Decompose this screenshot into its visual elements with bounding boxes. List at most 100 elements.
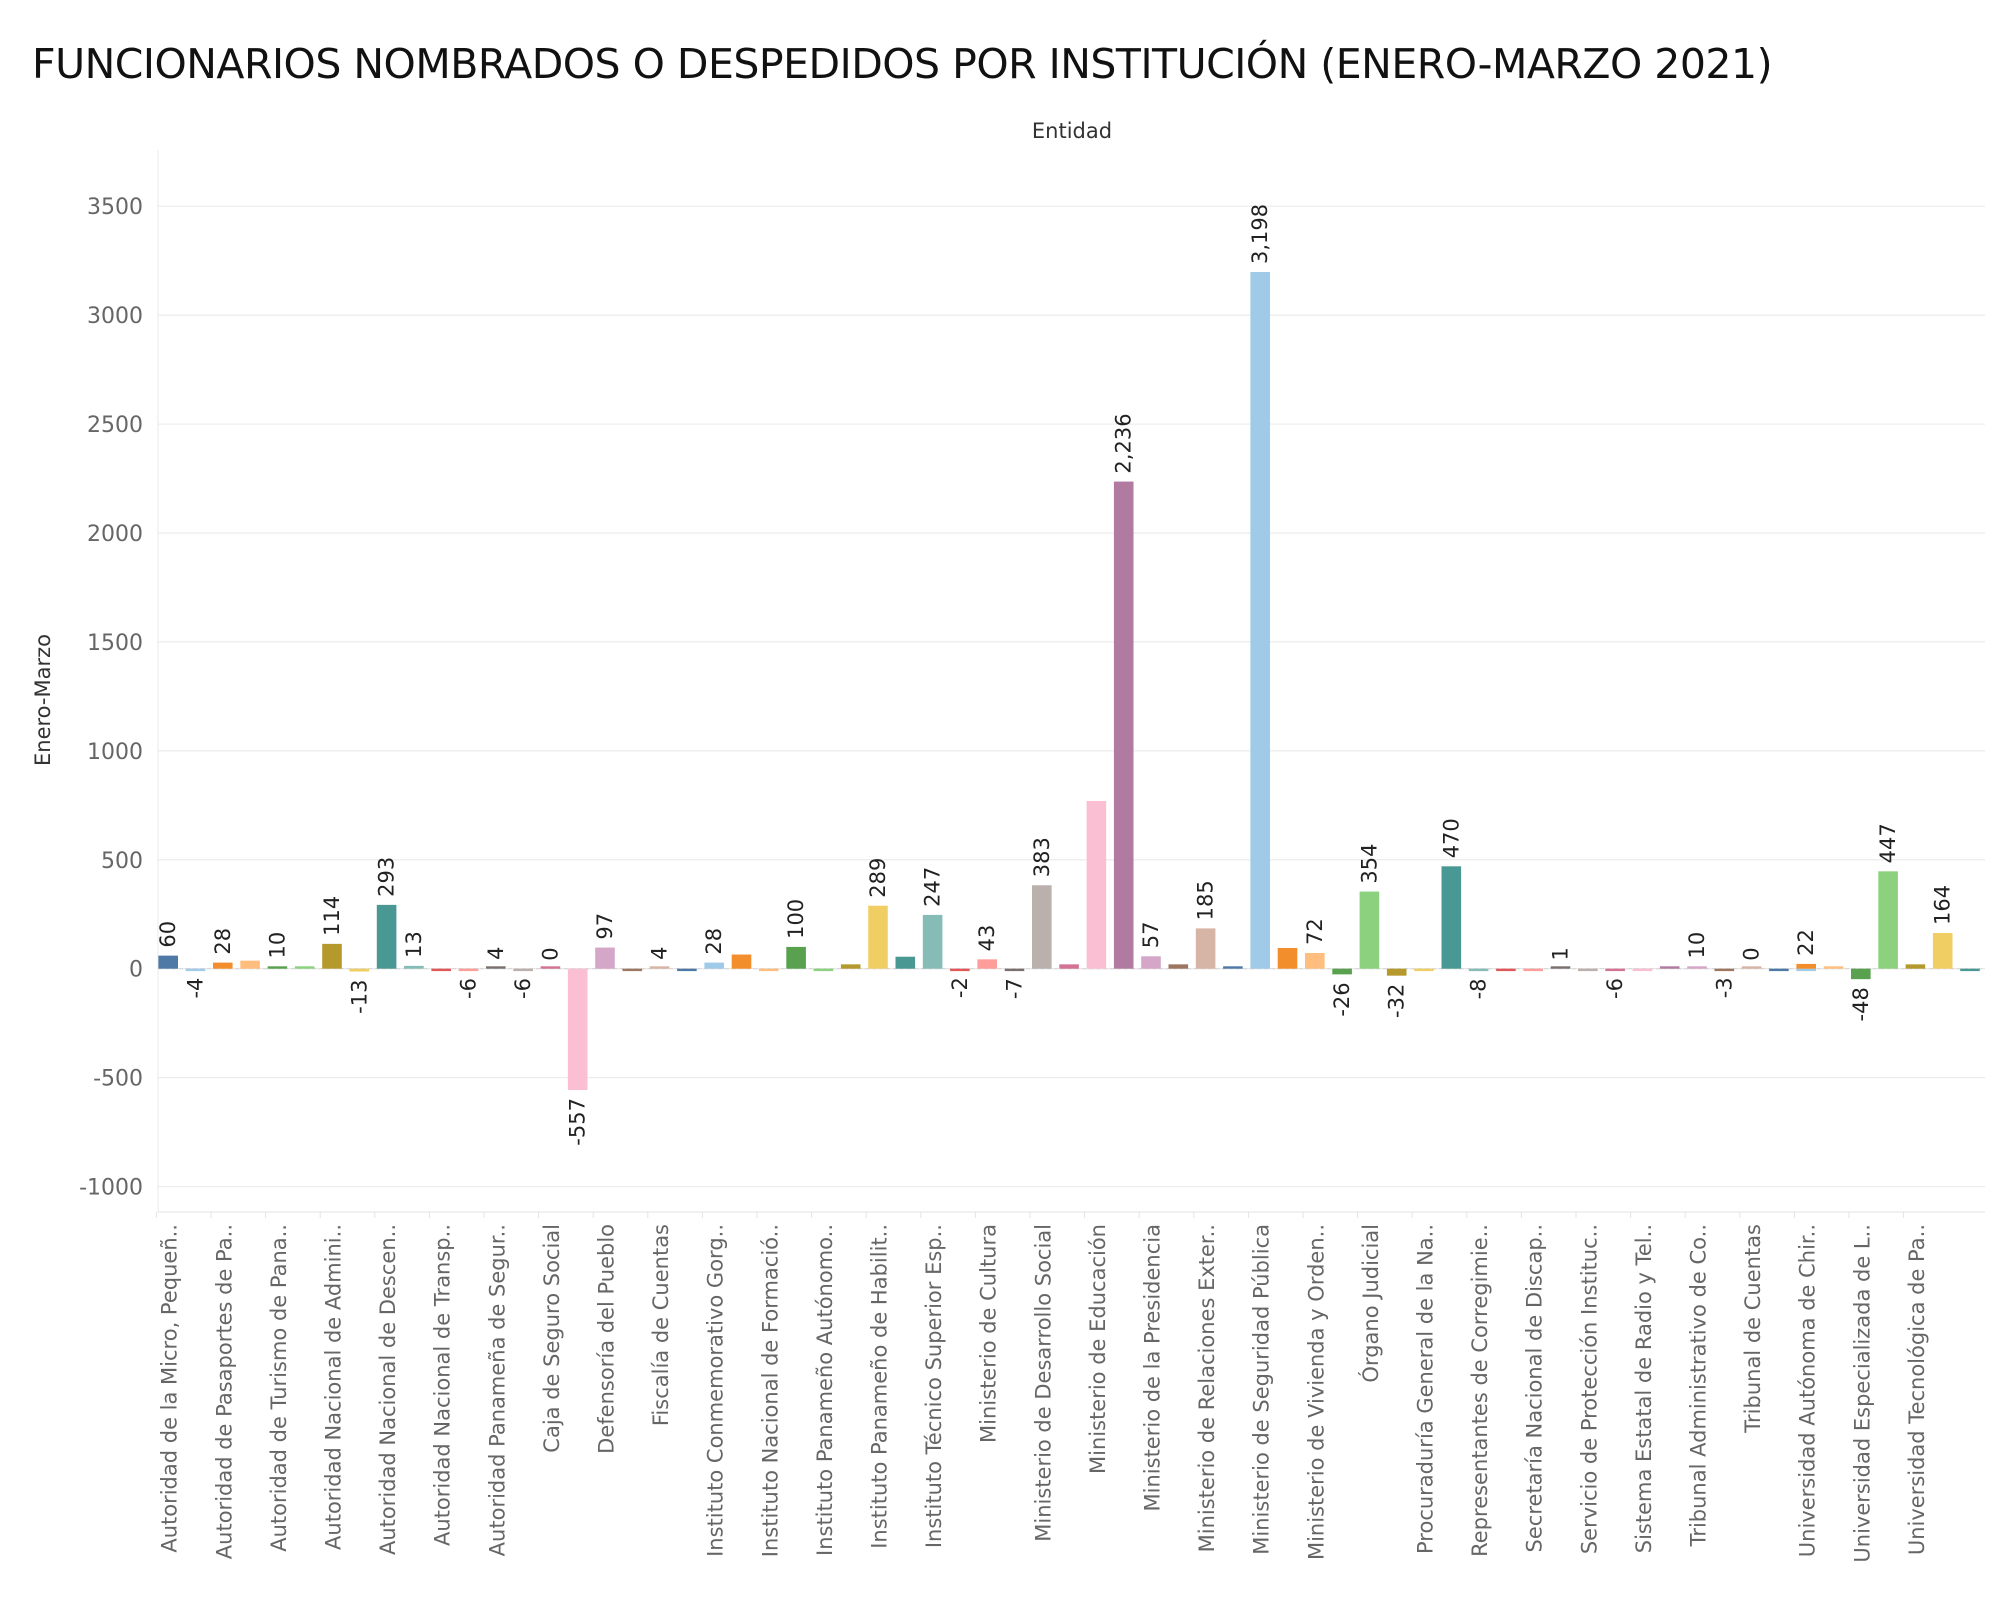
x-tick-label: Órgano Judicial [1358,1224,1383,1383]
data-label: 114 [320,896,344,936]
data-label: 4 [648,946,672,959]
x-tick-label: Autoridad Nacional de Transp.. [431,1224,455,1546]
bar [1605,968,1625,972]
data-label: 247 [921,867,945,907]
bar [185,968,206,972]
x-tick-label: Instituto Técnico Superior Esp.. [922,1224,946,1548]
bar [1905,964,1926,969]
data-label: 185 [1194,880,1218,920]
chart-title: FUNCIONARIOS NOMBRADOS O DESPEDIDOS POR … [32,40,1773,88]
data-label: -26 [1330,982,1354,1016]
x-tick-label: Instituto Nacional de Formació.. [758,1224,782,1557]
bar [158,955,178,969]
data-label: 470 [1439,818,1463,858]
bar [1796,968,1816,972]
bar [1714,968,1735,972]
x-axis-title: Entidad [1032,119,1112,143]
x-tick-label: Universidad Autónoma de Chir.. [1796,1224,1820,1557]
x-axis: Autoridad de la Micro, Pequeñ.. Autoridad… [155,1211,1985,1563]
bar [1851,968,1871,980]
bar [1632,968,1653,972]
bar [950,968,970,972]
bar [1769,968,1789,972]
data-label: 447 [1876,823,1900,863]
y-axis-title: Enero-Marzo [31,634,55,766]
bar [977,959,997,969]
gridlines [158,205,1985,1188]
bar [1305,953,1325,969]
bar [649,966,670,969]
bar [431,968,451,972]
data-label: 13 [402,931,426,958]
bar [376,904,397,969]
bar [1441,866,1462,969]
bar [1277,948,1298,969]
bar [1004,968,1025,972]
bar [1687,966,1707,969]
bar [1386,968,1407,976]
x-tick-label: Instituto Panameño de Habilit.. [868,1224,892,1549]
bar [759,968,779,972]
data-label: 60 [156,921,180,948]
bar [1059,964,1079,969]
data-label: 97 [593,913,617,940]
bar [404,965,424,969]
bar [322,943,342,969]
data-label: -3 [1712,977,1736,998]
data-label: 3,198 [1248,204,1272,264]
data-label: 100 [784,899,808,939]
y-tick-label: -500 [93,1067,143,1092]
bar [1796,963,1816,969]
bar [677,968,697,972]
y-axis: 3500 3000 2500 2000 1500 1000 500 0 -500 -1000 [79,150,159,1212]
data-label: -6 [457,978,481,999]
x-tick-label: Autoridad Nacional de Descen.. [376,1224,400,1555]
bar [1578,968,1598,972]
bar [213,962,233,969]
x-tick-label: Autoridad Panameña de Segur.. [485,1224,509,1556]
bar [1468,968,1489,972]
x-tick-label: Ministerio de Cultura [977,1224,1001,1443]
bar [294,966,315,969]
data-label: -557 [566,1098,590,1146]
data-label: 43 [975,925,999,952]
y-tick-label: 2000 [87,522,143,547]
data-label: 4 [484,946,508,959]
bar [1195,928,1216,969]
x-tick-label: Procuraduría General de la Na.. [1414,1224,1438,1554]
data-label: 383 [1030,837,1054,877]
bar [1496,968,1516,972]
data-label: 57 [1139,922,1163,949]
data-label: 72 [1303,918,1327,945]
bar [240,960,260,969]
y-tick-label: 0 [129,958,143,983]
bar [895,956,916,969]
x-tick-label: Tribunal Administrativo de Co.. [1687,1224,1711,1547]
x-tick-label: Ministerio de la Presidencia [1141,1224,1165,1511]
bar [1659,966,1680,969]
bar [1932,932,1953,969]
data-label: 293 [375,857,399,897]
data-label: -8 [1467,978,1491,999]
x-tick-label: Autoridad de la Micro, Pequeñ.. [158,1224,182,1553]
bar [1168,964,1189,969]
bar [731,954,752,969]
bar [1086,800,1107,969]
y-tick-label: 3000 [87,304,143,329]
data-label: -48 [1849,987,1873,1021]
bar [1878,871,1898,969]
x-tick-label: Autoridad de Turismo de Pana.. [267,1224,291,1552]
data-label: -2 [948,977,972,998]
x-tick-label: Ministerio de Desarrollo Social [1031,1224,1055,1542]
bar [458,968,479,972]
x-tick-label: Tribunal de Cuentas [1741,1224,1765,1434]
bar [840,964,861,969]
data-label: 289 [866,858,890,898]
data-label: -4 [184,978,208,999]
y-tick-label: 500 [101,849,143,874]
bar [1032,885,1052,969]
bar [1332,968,1352,975]
data-label: 28 [211,928,235,955]
data-label: -7 [1003,978,1027,999]
